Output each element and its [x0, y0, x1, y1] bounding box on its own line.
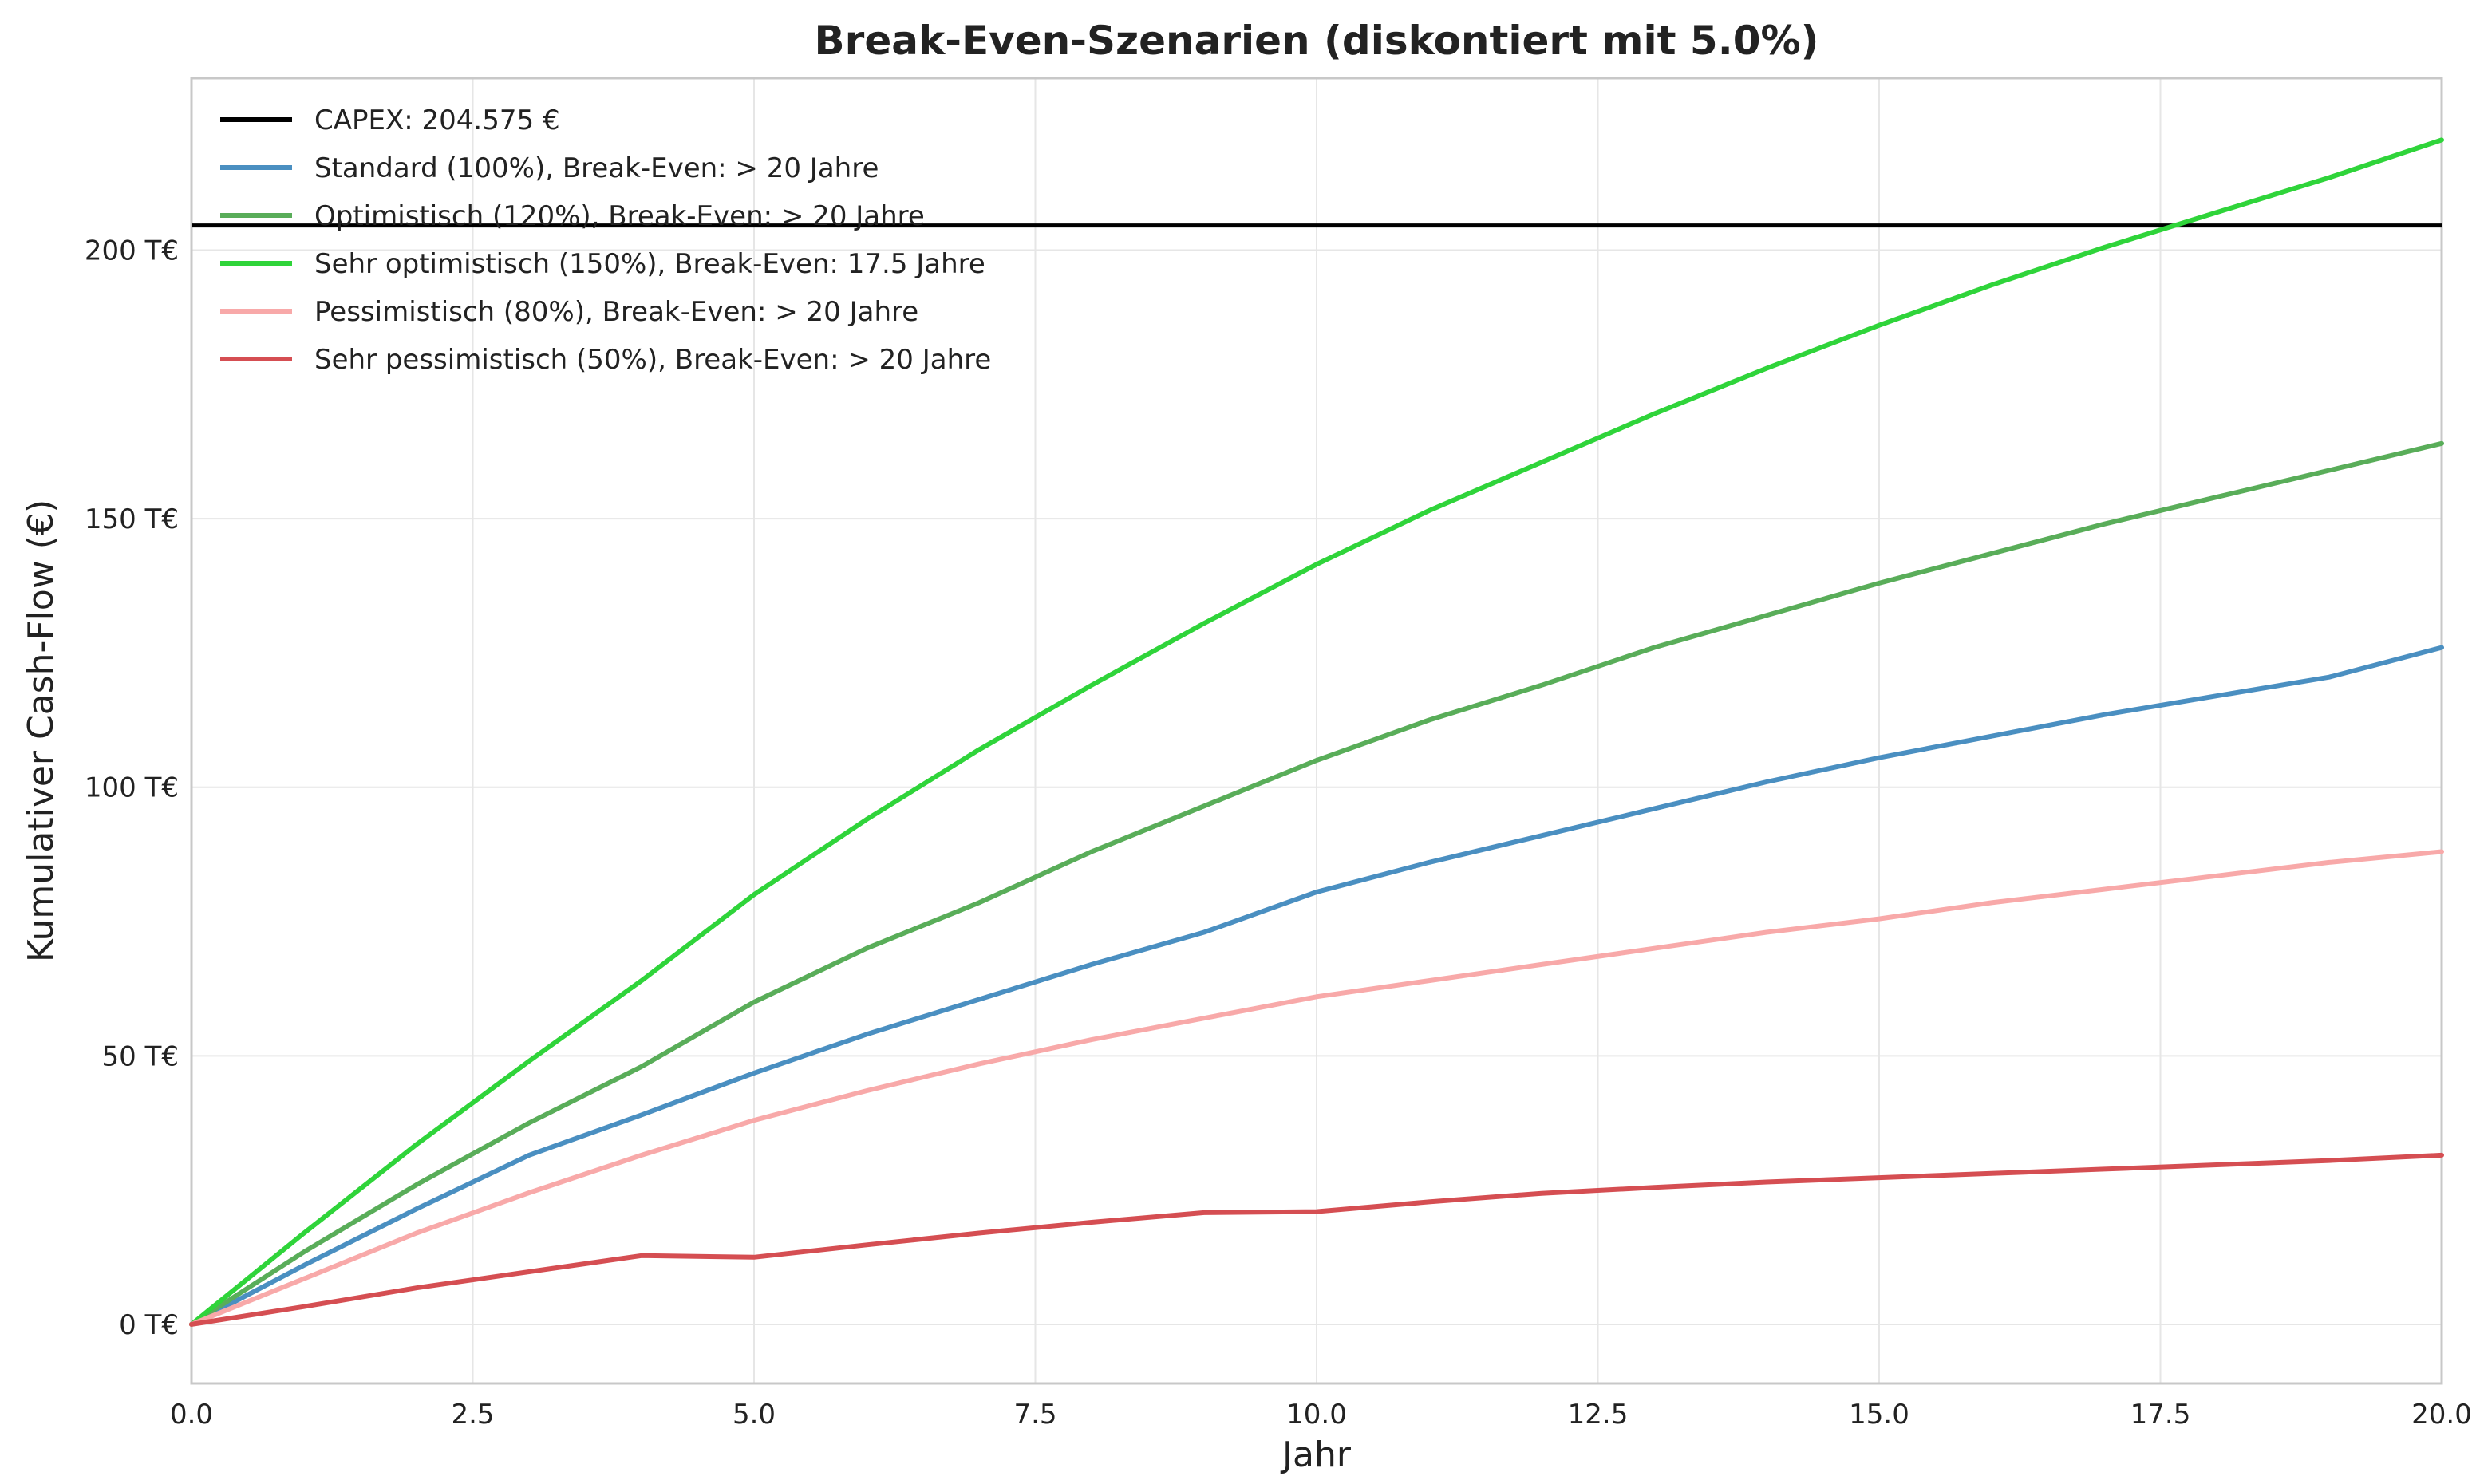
chart-title: Break-Even-Szenarien (diskontiert mit 5.… [815, 18, 1819, 64]
legend-label-3: Sehr optimistisch (150%), Break-Even: 17… [314, 248, 985, 280]
y-tick-label-4: 200 T€ [85, 235, 179, 266]
x-tick-label-3: 7.5 [1013, 1399, 1056, 1431]
x-tick-label-8: 20.0 [2411, 1399, 2472, 1431]
y-tick-label-0: 0 T€ [119, 1309, 179, 1341]
series-lines [189, 137, 2444, 1327]
x-tick-label-2: 5.0 [733, 1399, 776, 1431]
plot-area-frame [190, 77, 2443, 1385]
series-line-2 [189, 137, 2444, 1327]
x-tick-label-4: 10.0 [1286, 1399, 1347, 1431]
x-tick-label-0: 0.0 [170, 1399, 213, 1431]
x-tick-label-7: 17.5 [2130, 1399, 2191, 1431]
legend: CAPEX: 204.575 € Standard (100%), Break-E… [220, 105, 991, 376]
series-line-3 [189, 849, 2444, 1327]
x-axis-label: Jahr [1280, 1435, 1352, 1475]
legend-label-4: Pessimistisch (80%), Break-Even: > 20 Ja… [314, 296, 918, 328]
legend-label-1: Standard (100%), Break-Even: > 20 Jahre [314, 152, 879, 184]
y-tick-label-2: 100 T€ [85, 772, 179, 804]
x-tick-label-1: 2.5 [451, 1399, 494, 1431]
y-axis-label: Kumulativer Cash-Flow (€) [21, 499, 61, 962]
series-line-1 [189, 440, 2444, 1327]
legend-label-0: CAPEX: 204.575 € [314, 105, 560, 136]
series-line-4 [189, 1152, 2444, 1327]
x-tick-labels: 0.0 2.5 5.0 7.5 10.0 12.5 15.0 17.5 20.0 [170, 1399, 2472, 1431]
x-tick-label-6: 15.0 [1849, 1399, 1909, 1431]
x-tick-label-5: 12.5 [1568, 1399, 1629, 1431]
y-tick-labels: 0 T€ 50 T€ 100 T€ 150 T€ 200 T€ [85, 235, 179, 1341]
legend-label-2: Optimistisch (120%), Break-Even: > 20 Ja… [314, 200, 925, 232]
legend-label-5: Sehr pessimistisch (50%), Break-Even: > … [314, 344, 991, 376]
y-tick-label-1: 50 T€ [102, 1040, 179, 1072]
y-tick-label-3: 150 T€ [85, 503, 179, 535]
series-line-0 [189, 645, 2444, 1327]
